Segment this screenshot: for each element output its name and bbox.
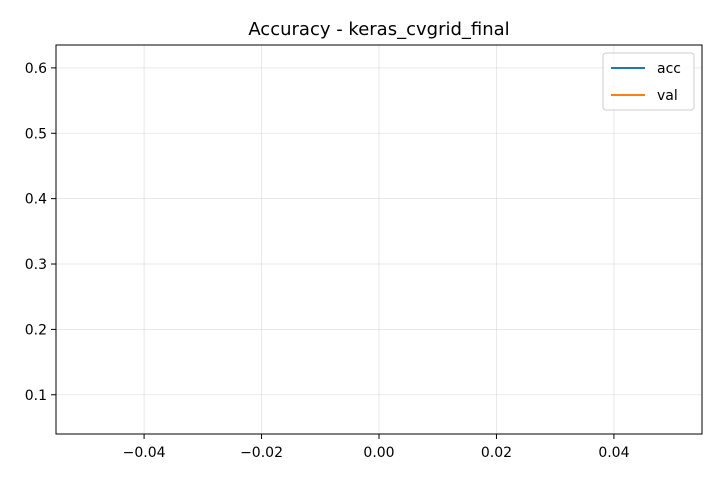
y-tick-label: 0.1	[25, 388, 47, 404]
x-axis: −0.04 −0.02 0.00 0.02 0.04	[123, 434, 630, 461]
y-tick-label: 0.2	[25, 322, 47, 338]
legend: acc val	[602, 52, 695, 111]
y-tick-label: 0.5	[25, 126, 47, 142]
y-tick-label: 0.3	[25, 257, 47, 273]
y-tick-label: 0.4	[25, 192, 47, 208]
y-axis: 0.1 0.2 0.3 0.4 0.5 0.6	[25, 61, 56, 404]
x-tick-label: −0.02	[240, 445, 283, 461]
legend-label-val: val	[657, 88, 678, 104]
legend-label-acc: acc	[657, 61, 681, 77]
chart-title: Accuracy - keras_cvgrid_final	[248, 19, 509, 40]
x-tick-label: −0.04	[123, 445, 166, 461]
x-tick-label: 0.04	[598, 445, 629, 461]
x-tick-label: 0.00	[363, 445, 394, 461]
x-tick-label: 0.02	[481, 445, 512, 461]
grid	[56, 45, 702, 434]
y-tick-label: 0.6	[25, 61, 47, 77]
